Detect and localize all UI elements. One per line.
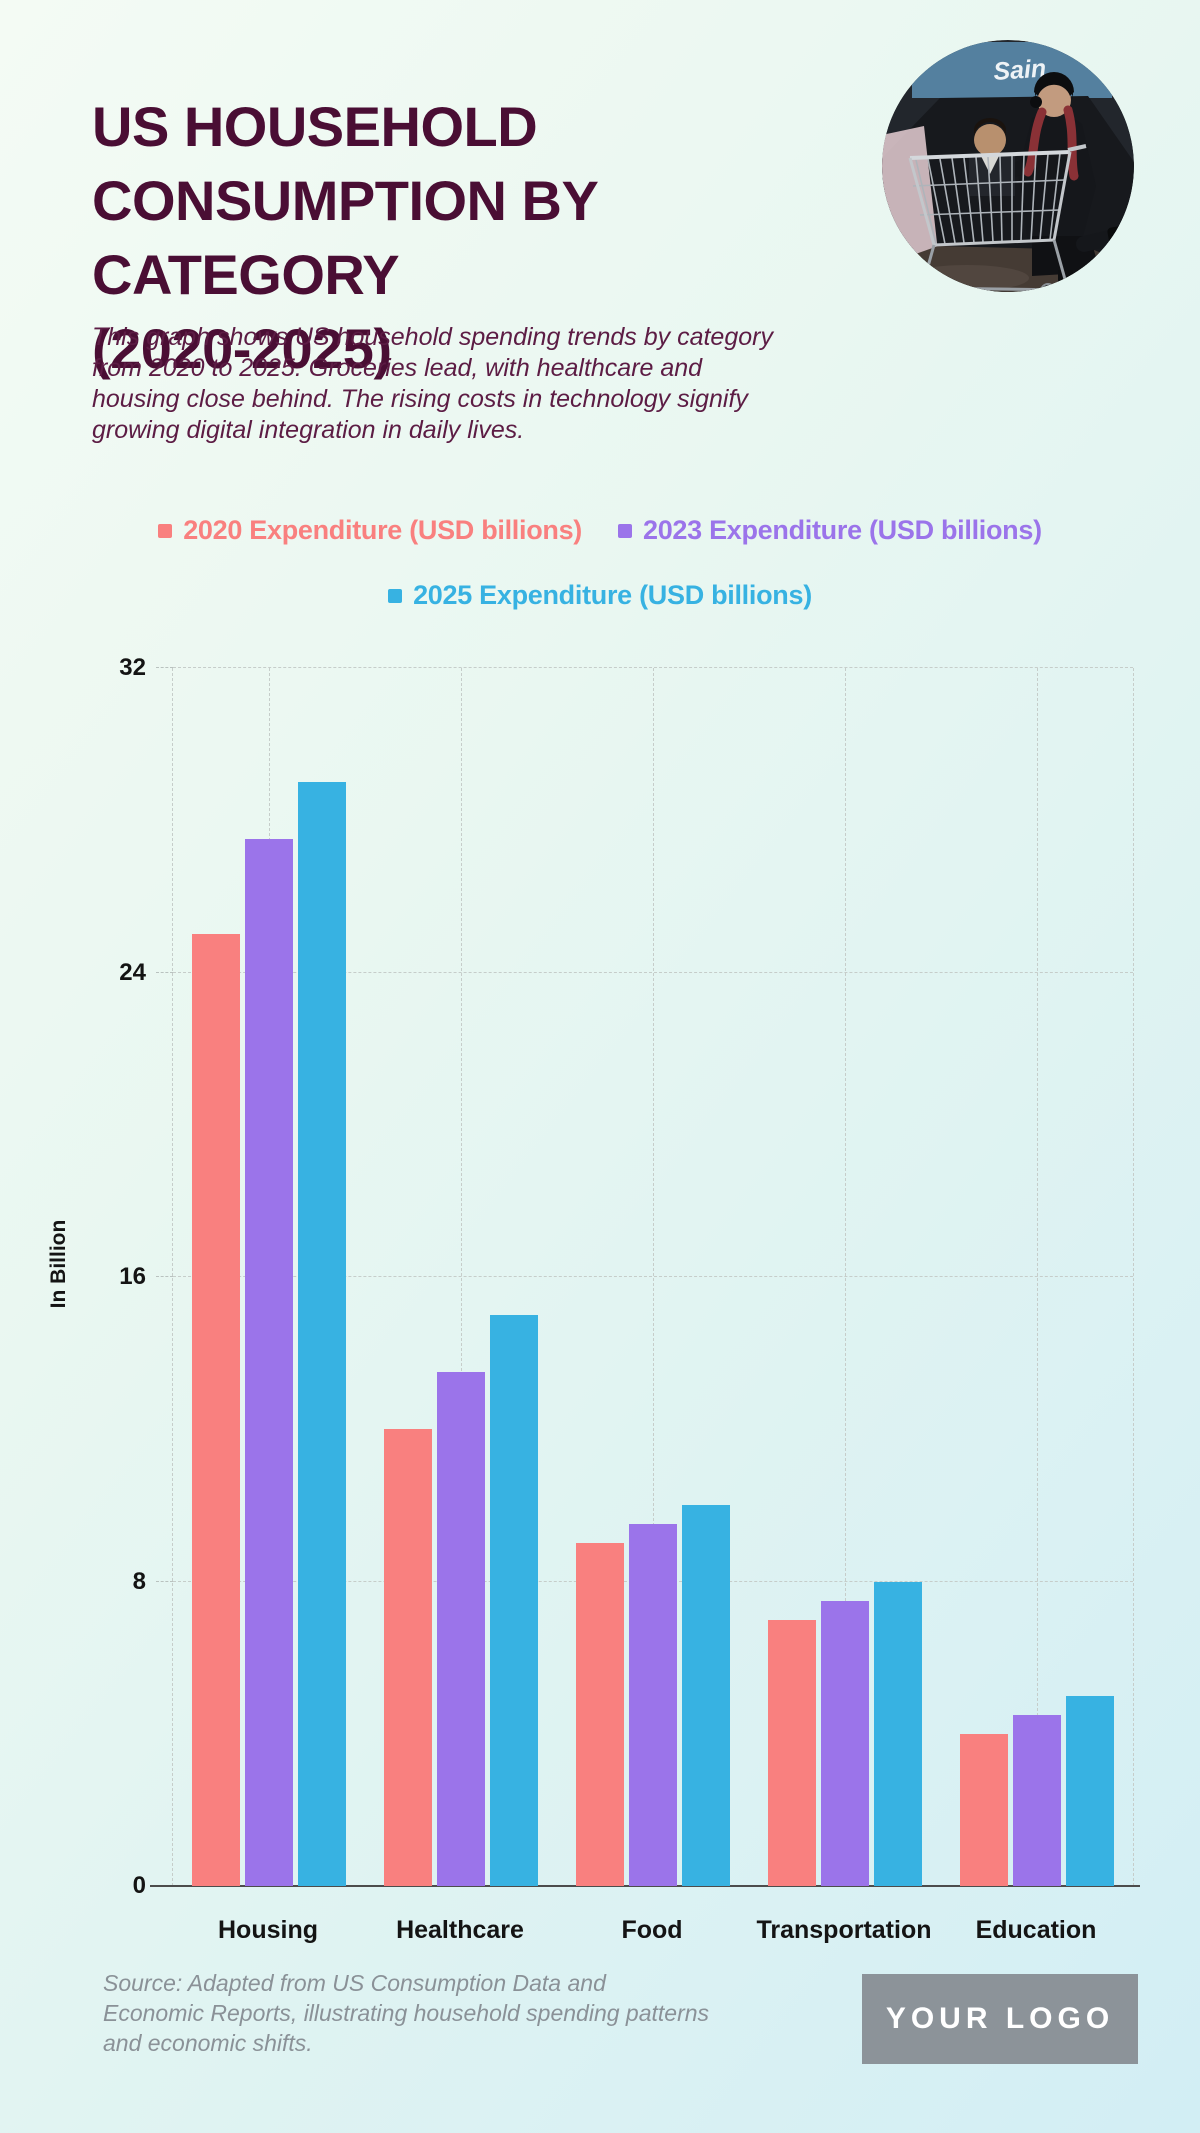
legend-swatch-2023 (618, 523, 632, 538)
y-tick-label-8: 8 (132, 1567, 146, 1595)
y-axis-title: In Billion (47, 1219, 70, 1309)
bar-2025-education (1066, 1695, 1114, 1886)
legend-item-2025: 2025 Expenditure (USD billions) (388, 580, 812, 611)
bar-2020-healthcare (384, 1429, 432, 1886)
group-centerline (1037, 668, 1038, 1886)
group-centerline (653, 668, 654, 1886)
bar-set-healthcare (365, 668, 557, 1886)
group-centerline (461, 668, 462, 1886)
category-label-education: Education (975, 1916, 1097, 1944)
category-label-food: Food (621, 1916, 683, 1944)
x-axis-labels: Housing Healthcare Food Transportation Educa… (172, 1916, 1132, 1945)
page-title-line: (2020-2025) (92, 316, 392, 380)
x-axis-line (150, 1885, 1140, 1887)
bar-2023-food (629, 1524, 677, 1886)
source-note: Source: Adapted from US Consumption Data… (103, 1970, 710, 2056)
bar-2025-housing (298, 782, 346, 1886)
category-label-healthcare: Healthcare (396, 1916, 524, 1944)
bar-2025-food (682, 1505, 730, 1886)
shopping-cart-photo-illustration: Sain (882, 40, 1134, 292)
bar-2025-transportation (874, 1581, 922, 1886)
legend-label-2025: 2025 Expenditure (USD billions) (413, 580, 812, 610)
logo-placeholder: YOUR LOGO (862, 1974, 1138, 2064)
y-tick-label-0: 0 (132, 1872, 146, 1899)
category-label-transportation: Transportation (756, 1916, 932, 1944)
bar-2023-education (1013, 1714, 1061, 1886)
gridline-24 (173, 971, 1133, 973)
bar-2023-housing (245, 839, 293, 1886)
tick-stub-8 (156, 1580, 173, 1582)
bar-groups (173, 668, 1133, 1886)
gridline-16 (173, 1276, 1133, 1277)
legend-item-2020: 2020 Expenditure (USD billions) (158, 515, 582, 546)
legend-label-2023: 2023 Expenditure (USD billions) (643, 515, 1042, 545)
legend-swatch-2025 (388, 588, 403, 603)
bar-2020-housing (192, 934, 240, 1886)
bar-2023-healthcare (437, 1372, 485, 1886)
bar-set-food (557, 668, 749, 1886)
description: This graph shows US household spending t… (92, 323, 773, 444)
y-axis-labels: 0 8 16 24 32 (60, 654, 146, 1899)
tick-stub-16 (156, 1276, 173, 1277)
bar-group-education (941, 668, 1133, 1886)
bar-2020-education (960, 1733, 1008, 1886)
legend-label-2020: 2020 Expenditure (USD billions) (183, 515, 582, 545)
bar-set-housing (173, 668, 365, 1886)
gridline-32 (173, 667, 1133, 668)
bar-group-transportation (749, 668, 941, 1886)
page-title-line: US HOUSEHOLD (92, 94, 538, 158)
category-label-housing: Housing (218, 1916, 318, 1944)
y-tick-label-24: 24 (119, 958, 146, 986)
y-tick-label-32: 32 (119, 654, 146, 681)
tick-stub-24 (156, 971, 173, 973)
bar-2020-food (576, 1543, 624, 1886)
bar-2020-transportation (768, 1619, 816, 1886)
legend-item-2023: 2023 Expenditure (USD billions) (618, 515, 1042, 546)
bar-set-transportation (749, 668, 941, 1886)
y-tick-label-16: 16 (119, 1263, 146, 1290)
bar-group-food (557, 668, 749, 1886)
page-title-line: CONSUMPTION BY CATEGORY (92, 168, 598, 306)
bar-2023-transportation (821, 1600, 869, 1886)
bar-group-healthcare (365, 668, 557, 1886)
legend: 2020 Expenditure (USD billions) 2023 Expe… (100, 515, 1100, 611)
bar-2025-healthcare (490, 1315, 538, 1886)
header-photo: Sain (882, 40, 1134, 292)
group-centerline (845, 668, 846, 1886)
legend-swatch-2020 (158, 523, 173, 538)
tick-stub-32 (156, 667, 173, 668)
bar-group-housing (173, 668, 365, 1886)
plot-area (156, 667, 1134, 1886)
bar-set-education (941, 668, 1133, 1886)
page-title: US HOUSEHOLD CONSUMPTION BY CATEGORY (2020… (92, 90, 892, 386)
